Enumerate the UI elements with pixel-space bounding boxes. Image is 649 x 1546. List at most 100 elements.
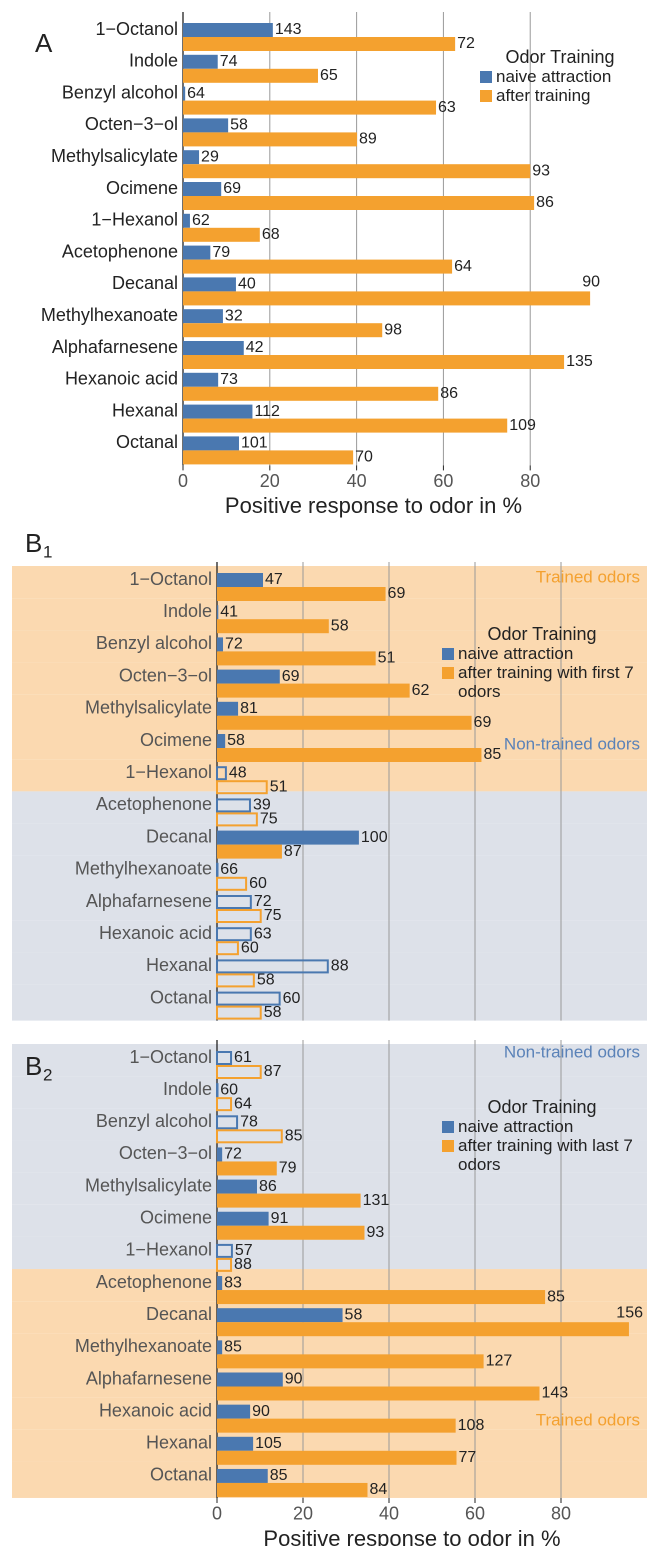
category-label: Decanal [146,826,212,846]
count-label: 85 [224,1339,242,1356]
count-label: 39 [253,797,271,814]
count-label: 105 [255,1435,282,1452]
untrained-region [12,952,647,985]
bar [217,1308,343,1323]
region-label: Non-trained odors [504,734,640,753]
category-label: 1−Octanol [129,569,212,589]
legend-swatch [480,71,492,83]
count-label: 88 [331,958,349,975]
bar [217,1450,457,1465]
bar [217,1147,223,1162]
bar [217,1482,368,1497]
bar [183,164,531,179]
count-label: 68 [262,226,280,243]
count-label: 72 [224,1146,242,1163]
count-label: 60 [220,1081,238,1098]
count-label: 69 [282,668,300,685]
legend-label: naive attraction [496,67,612,86]
bar [183,277,236,292]
bar [217,1372,283,1387]
panel-subscript: 1 [43,542,52,561]
category-label: Alphafarnesene [86,891,212,911]
bar [216,1257,233,1272]
bar [217,715,472,730]
bar [183,341,244,355]
legend-item: naive attraction [442,644,642,663]
count-label: 64 [234,1095,252,1112]
category-label: Ocimene [106,178,178,198]
bar [217,605,219,620]
bar [217,1276,223,1291]
count-label: 77 [459,1449,477,1466]
count-label: 66 [220,861,238,878]
region-label: Trained odors [536,1410,640,1429]
category-label: 1−Hexanol [125,762,212,782]
count-label: 131 [363,1192,390,1209]
bar [183,450,354,465]
bar [217,1354,484,1369]
count-label: 63 [254,925,272,942]
category-label: Benzyl alcohol [96,633,212,653]
bar [217,587,386,601]
count-label: 40 [238,276,256,293]
legend: Odor Training naive attraction after train… [480,48,640,105]
bar [183,404,253,419]
bar [183,309,223,324]
count-label: 29 [201,148,219,165]
x-tick-label: 80 [551,1504,571,1524]
count-label: 58 [345,1306,363,1323]
count-label: 98 [384,321,402,338]
count-label: 69 [223,180,241,197]
bar [183,355,565,369]
count-label: 91 [271,1210,289,1227]
x-tick-label: 60 [433,471,453,491]
legend-item: after training with last 7 odors [442,1136,642,1174]
bar [217,701,239,716]
bar [216,973,255,988]
count-label: 75 [264,907,282,924]
x-tick-label: 0 [212,1504,222,1524]
x-tick-label: 0 [178,471,188,491]
count-label: 75 [260,811,278,828]
count-label: 108 [458,1417,485,1434]
legend-swatch [442,1140,454,1152]
count-label: 73 [220,371,238,388]
count-label: 100 [361,829,388,846]
bar [183,100,437,115]
count-label: 112 [254,403,280,420]
bar [216,1243,233,1258]
panel-subscript: 2 [43,1065,52,1084]
bar [183,259,453,274]
count-label: 156 [616,1304,643,1321]
count-label: 88 [234,1256,252,1273]
count-label: 58 [264,1004,282,1021]
category-label: Octen−3−ol [119,665,212,685]
count-label: 127 [486,1353,513,1370]
count-label: 64 [187,85,205,102]
bar [183,196,535,210]
bar [183,23,273,37]
count-label: 79 [279,1160,297,1177]
count-label: 135 [566,353,593,370]
bar [183,54,218,69]
bar [216,780,268,795]
bar [183,372,219,387]
x-tick-label: 40 [347,471,367,491]
bar [183,150,200,165]
count-label: 61 [234,1049,252,1066]
bar [217,1322,629,1337]
category-label: Hexanal [112,400,178,420]
count-label: 58 [257,972,275,989]
category-label: Methylsalicylate [85,698,212,718]
count-label: 63 [438,99,456,116]
bar [216,909,262,923]
bar [216,895,252,909]
count-label: 60 [283,990,301,1007]
category-label: Methylhexanoate [41,305,178,325]
legend-label: naive attraction [458,644,574,663]
category-label: Decanal [112,273,178,293]
bar [183,132,358,147]
x-tick-label: 20 [293,1504,313,1524]
legend-title: Odor Training [505,47,615,67]
bar [216,1005,262,1020]
